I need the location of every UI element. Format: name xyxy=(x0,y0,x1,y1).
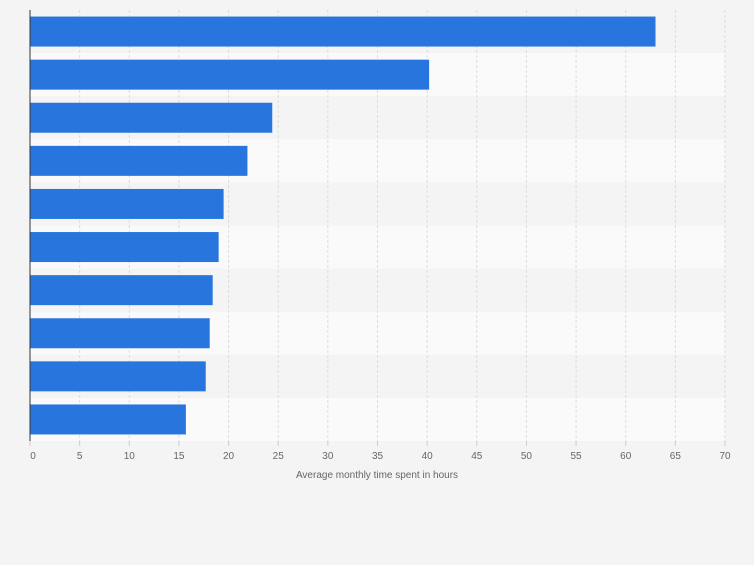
bar[interactable] xyxy=(30,59,430,90)
x-tick-label: 15 xyxy=(173,451,185,462)
x-tick-label: 55 xyxy=(571,451,583,462)
x-tick-label: 5 xyxy=(77,451,83,462)
bar[interactable] xyxy=(30,16,656,47)
x-tick-label: 65 xyxy=(670,451,682,462)
x-tick-label: 70 xyxy=(719,451,731,462)
x-tick-labels: 0 5 10 15 20 25 30 35 40 45 50 55 60 65 70 xyxy=(30,451,731,462)
bar[interactable] xyxy=(30,318,210,349)
x-tick-label: 40 xyxy=(422,451,434,462)
bar[interactable] xyxy=(30,275,213,306)
bar[interactable] xyxy=(30,361,206,392)
bars xyxy=(30,16,656,435)
bar[interactable] xyxy=(30,145,248,176)
x-tick-label: 0 xyxy=(30,451,36,462)
x-axis-label: Average monthly time spent in hours xyxy=(296,470,458,481)
x-tick-label: 20 xyxy=(223,451,235,462)
x-tick-label: 25 xyxy=(273,451,285,462)
x-tick-label: 35 xyxy=(372,451,384,462)
x-tick-label: 10 xyxy=(124,451,136,462)
bar[interactable] xyxy=(30,188,224,219)
x-tick-label: 45 xyxy=(471,451,483,462)
bar[interactable] xyxy=(30,404,186,435)
bar[interactable] xyxy=(30,102,273,133)
bar[interactable] xyxy=(30,232,219,263)
x-tick-label: 30 xyxy=(322,451,334,462)
axes xyxy=(29,10,726,446)
x-tick-label: 50 xyxy=(521,451,533,462)
x-tick-label: 60 xyxy=(620,451,632,462)
